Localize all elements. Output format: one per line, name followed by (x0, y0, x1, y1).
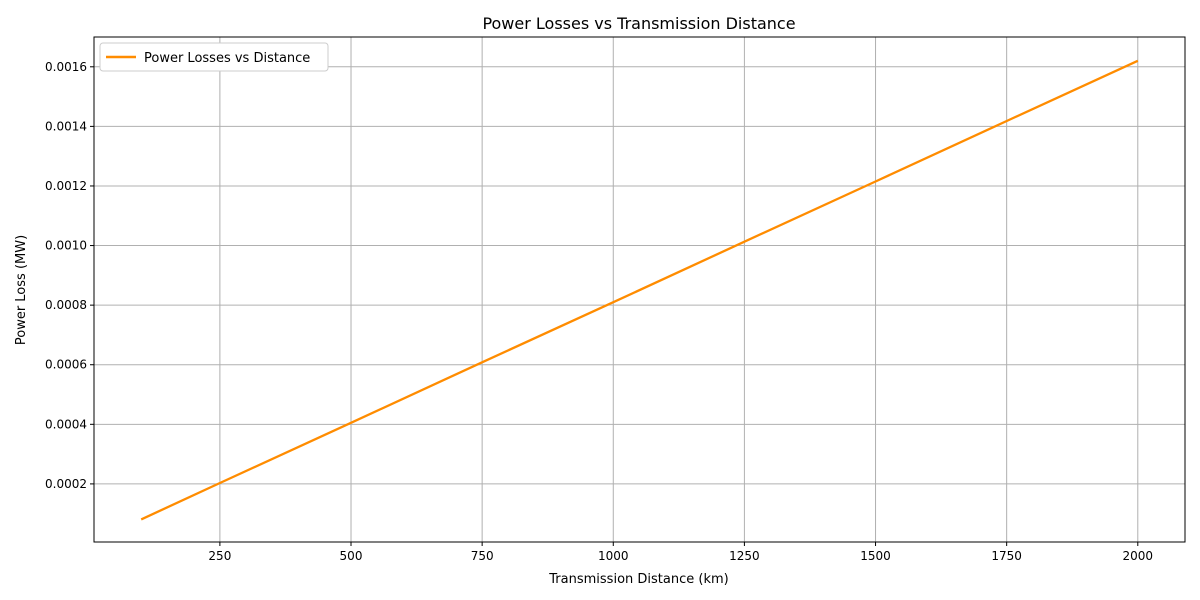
plot-frame (93, 36, 1186, 543)
x-tick-label: 500 (340, 549, 363, 563)
x-tick-label: 1750 (991, 549, 1022, 563)
y-tick-label: 0.0004 (45, 417, 87, 431)
y-tick-label: 0.0010 (45, 239, 87, 253)
ticks: 250 500 750 1000 1250 1500 1750 2000 0.0002 0.000… (45, 60, 1153, 563)
y-tick-label: 0.0016 (45, 60, 87, 74)
y-tick-label: 0.0006 (45, 358, 87, 372)
x-axis-label: Transmission Distance (km) (548, 572, 728, 587)
chart-title: Power Losses vs Transmission Distance (482, 14, 795, 33)
x-tick-label: 1250 (729, 549, 760, 563)
x-tick-label: 1000 (598, 549, 629, 563)
y-axis-label: Power Loss (MW) (14, 235, 29, 345)
y-tick-label: 0.0008 (45, 298, 87, 312)
y-tick-label: 0.0002 (45, 477, 87, 491)
legend-label: Power Losses vs Distance (144, 51, 310, 66)
series-layer (140, 59, 1139, 521)
series-line (140, 59, 1139, 521)
x-tick-label: 750 (471, 549, 494, 563)
legend-box (99, 42, 329, 72)
y-tick-label: 0.0012 (45, 179, 87, 193)
y-tick-label: 0.0014 (45, 119, 87, 133)
grid (94, 37, 1185, 542)
x-tick-label: 250 (208, 549, 231, 563)
x-tick-label: 2000 (1123, 549, 1154, 563)
legend: Power Losses vs Distance (99, 42, 329, 72)
x-tick-label: 1500 (860, 549, 891, 563)
